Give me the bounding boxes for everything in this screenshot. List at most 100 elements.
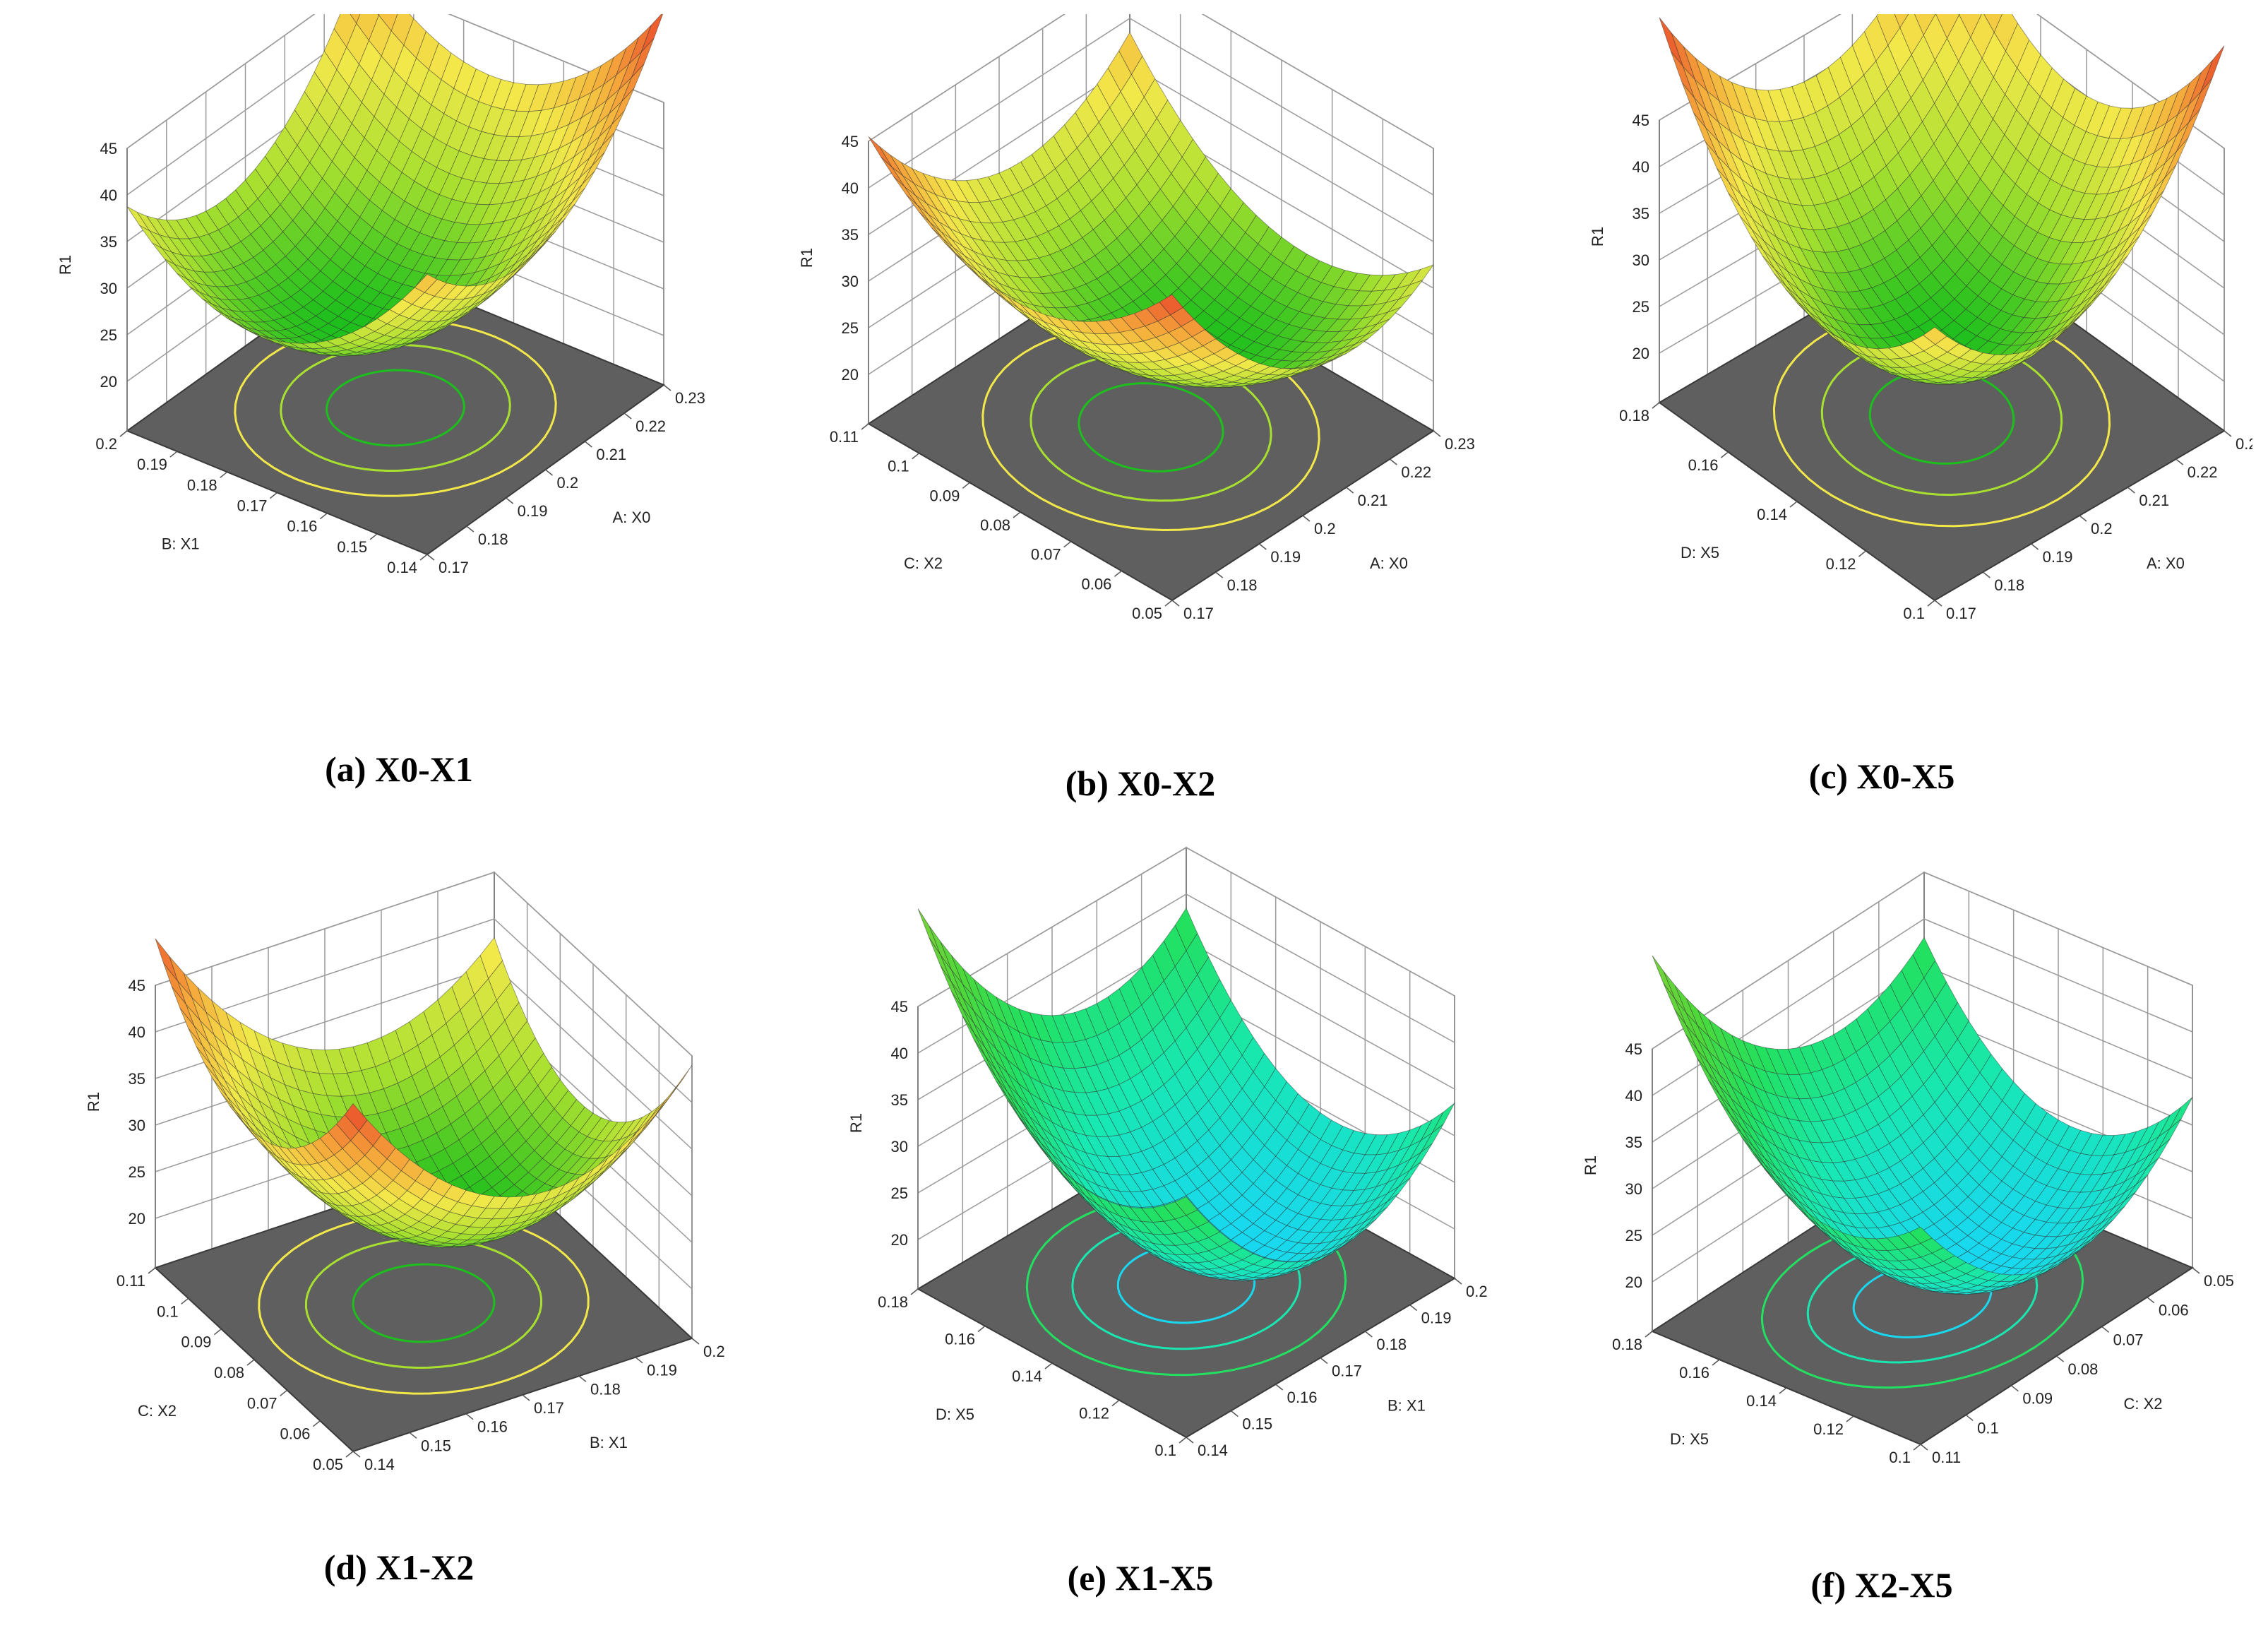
z-tick-label: 35 bbox=[129, 1070, 145, 1088]
y-tick bbox=[1652, 402, 1660, 409]
x-tick bbox=[691, 1338, 700, 1345]
y-tick-label: 0.17 bbox=[237, 497, 268, 515]
x-tick bbox=[1433, 430, 1441, 437]
x-tick bbox=[2176, 458, 2184, 465]
y-tick-label: 0.14 bbox=[1746, 1392, 1777, 1410]
z-tick-label: 35 bbox=[100, 233, 117, 251]
x-tick-label: 0.2 bbox=[1314, 520, 1336, 537]
x-tick-label: 0.2 bbox=[2091, 520, 2113, 537]
surface-cell bbox=[350, 14, 361, 24]
z-axis: 20 25 30 35 40 45 R1 bbox=[85, 977, 156, 1268]
x-tick bbox=[2147, 1297, 2155, 1304]
y-tick-label: 0.12 bbox=[1079, 1405, 1109, 1422]
y-tick bbox=[312, 1420, 321, 1427]
x-axis: 0.17 0.18 0.19 0.2 0.21 0.22 0.23 A: X0 bbox=[426, 384, 705, 576]
y-tick-label: 0.18 bbox=[878, 1293, 908, 1311]
y-tick-label: 0.16 bbox=[1688, 456, 1719, 474]
x-tick-label: 0.21 bbox=[1358, 492, 1388, 509]
y-tick-label: 0.11 bbox=[830, 428, 859, 446]
x-tick-label: 0.17 bbox=[1183, 605, 1214, 622]
x-tick-label: 0.23 bbox=[2236, 435, 2252, 453]
z-tick-label: 25 bbox=[842, 319, 859, 337]
x-axis-label: C: X2 bbox=[2124, 1395, 2163, 1413]
x-tick-label: 0.07 bbox=[2113, 1331, 2144, 1348]
z-tick-label: 40 bbox=[842, 179, 859, 197]
y-tick-label: 0.09 bbox=[930, 487, 960, 504]
z-tick-label: 30 bbox=[1633, 251, 1649, 269]
x-tick bbox=[506, 497, 514, 504]
x-tick-label: 0.18 bbox=[1376, 1336, 1407, 1353]
x-tick-label: 0.22 bbox=[1401, 463, 1431, 481]
x-tick-label: 0.05 bbox=[2204, 1272, 2234, 1290]
y-tick bbox=[345, 1451, 354, 1458]
y-tick bbox=[1789, 501, 1798, 508]
y-tick bbox=[1779, 1387, 1787, 1394]
z-tick-label: 40 bbox=[1625, 1087, 1642, 1105]
y-axis-label: C: X2 bbox=[138, 1402, 177, 1420]
z-tick-label: 30 bbox=[891, 1138, 908, 1155]
x-tick-label: 0.21 bbox=[596, 446, 626, 463]
z-axis-label: R1 bbox=[1589, 227, 1606, 246]
x-axis: 0.14 0.15 0.16 0.17 0.18 0.19 0.2 B: X1 bbox=[352, 1338, 725, 1473]
x-tick bbox=[1230, 1410, 1239, 1418]
x-tick-label: 0.2 bbox=[557, 474, 579, 492]
x-tick bbox=[623, 412, 632, 420]
y-tick bbox=[912, 453, 920, 460]
x-tick bbox=[584, 441, 592, 448]
y-tick bbox=[319, 513, 328, 520]
x-tick-label: 0.17 bbox=[534, 1399, 564, 1417]
y-axis-label: C: X2 bbox=[904, 554, 943, 572]
x-tick bbox=[2101, 1326, 2110, 1333]
x-tick bbox=[2224, 430, 2232, 437]
y-axis: 0.14 0.15 0.16 0.17 0.18 0.19 0.2 B: X1 bbox=[95, 430, 428, 576]
y-tick-label: 0.11 bbox=[117, 1272, 145, 1290]
y-tick-label: 0.14 bbox=[1757, 506, 1787, 523]
x-tick bbox=[1409, 1304, 1418, 1312]
x-tick bbox=[2031, 543, 2039, 550]
x-axis-label: B: X1 bbox=[1387, 1397, 1426, 1415]
surface-cell bbox=[1923, 326, 1947, 345]
y-tick bbox=[280, 1389, 288, 1396]
z-axis-label: R1 bbox=[798, 248, 816, 268]
surface-cell bbox=[917, 908, 941, 955]
y-tick bbox=[1111, 1399, 1120, 1407]
y-tick-label: 0.05 bbox=[313, 1456, 343, 1473]
x-axis-label: B: X1 bbox=[590, 1434, 628, 1451]
chart-panel-c: 20 25 30 35 40 45 R1 0.17 0.18 0.19 0.2 0.21 0.22 0.2… bbox=[1511, 14, 2252, 796]
z-tick-label: 35 bbox=[842, 226, 859, 244]
z-tick-label: 20 bbox=[100, 373, 117, 391]
x-tick bbox=[2192, 1267, 2200, 1274]
x-tick-label: 0.08 bbox=[2068, 1360, 2099, 1378]
wall-z-gridline bbox=[1652, 872, 2193, 1050]
surface-plot-c: 20 25 30 35 40 45 R1 0.17 0.18 0.19 0.2 0.21 0.22 0.2… bbox=[1589, 14, 2252, 622]
y-tick-label: 0.2 bbox=[95, 435, 117, 453]
x-tick bbox=[2056, 1355, 2064, 1362]
wall-z-gridline bbox=[155, 918, 693, 1103]
x-tick bbox=[1275, 1384, 1284, 1391]
surface-cell bbox=[1652, 955, 1676, 999]
chart-caption-c: (c) X0-X5 bbox=[1808, 756, 1955, 796]
y-tick-label: 0.14 bbox=[387, 559, 417, 576]
surface-cell bbox=[344, 1103, 368, 1131]
z-axis: 20 25 30 35 40 45 R1 bbox=[847, 998, 919, 1289]
x-tick-label: 0.19 bbox=[647, 1362, 677, 1379]
y-tick bbox=[1164, 600, 1173, 607]
wall-z-gridline bbox=[1659, 14, 2225, 149]
z-axis-label: R1 bbox=[1582, 1155, 1599, 1175]
x-axis: 0.11 0.1 0.09 0.08 0.07 0.06 0.05 C: X2 bbox=[1920, 1267, 2234, 1466]
wall-z-gridline bbox=[1652, 918, 2193, 1096]
x-tick bbox=[1389, 458, 1397, 465]
x-tick bbox=[522, 1394, 530, 1401]
x-tick bbox=[465, 1413, 474, 1420]
x-tick-label: 0.19 bbox=[2043, 548, 2073, 566]
y-tick-label: 0.1 bbox=[1903, 605, 1925, 622]
x-tick-label: 0.22 bbox=[635, 417, 666, 435]
y-tick-label: 0.18 bbox=[1619, 407, 1649, 424]
x-tick-label: 0.19 bbox=[1270, 548, 1301, 566]
z-tick-label: 20 bbox=[129, 1210, 145, 1228]
y-axis-label: D: X5 bbox=[1670, 1430, 1709, 1448]
chart-caption-d: (d) X1-X2 bbox=[323, 1547, 475, 1587]
y-tick bbox=[1721, 451, 1729, 458]
x-tick bbox=[1454, 1278, 1462, 1285]
z-tick-label: 45 bbox=[891, 998, 908, 1016]
